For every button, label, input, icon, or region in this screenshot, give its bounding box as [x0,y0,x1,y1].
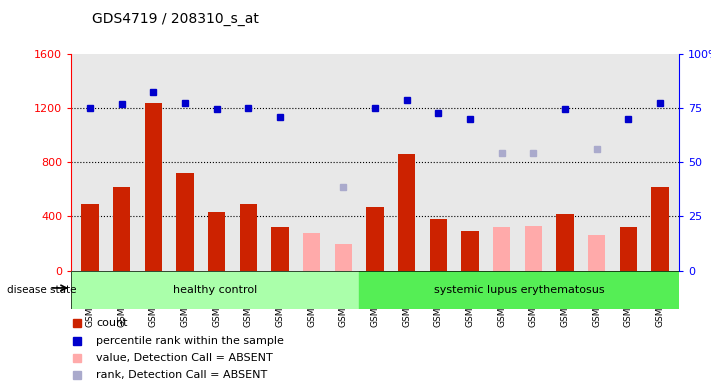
Bar [176,173,194,271]
Bar [493,227,510,271]
Text: count: count [96,318,128,328]
Text: healthy control: healthy control [173,285,257,295]
Bar [651,187,669,271]
Bar [525,226,542,271]
Bar [366,207,384,271]
Bar [113,187,130,271]
Bar [620,227,637,271]
Bar [556,214,574,271]
Bar [81,204,99,271]
Bar [208,212,225,271]
Bar [335,244,352,271]
Bar [588,235,605,271]
Text: systemic lupus erythematosus: systemic lupus erythematosus [434,285,604,295]
Text: GDS4719 / 208310_s_at: GDS4719 / 208310_s_at [92,12,260,25]
Text: value, Detection Call = ABSENT: value, Detection Call = ABSENT [96,353,273,363]
Text: rank, Detection Call = ABSENT: rank, Detection Call = ABSENT [96,370,267,380]
Bar [240,204,257,271]
Bar [398,154,415,271]
Text: disease state: disease state [7,285,77,295]
Bar [71,271,359,309]
Text: percentile rank within the sample: percentile rank within the sample [96,336,284,346]
Bar [461,232,479,271]
Bar [145,103,162,271]
Bar [429,219,447,271]
Bar [303,233,321,271]
Bar [272,227,289,271]
Bar [359,271,679,309]
